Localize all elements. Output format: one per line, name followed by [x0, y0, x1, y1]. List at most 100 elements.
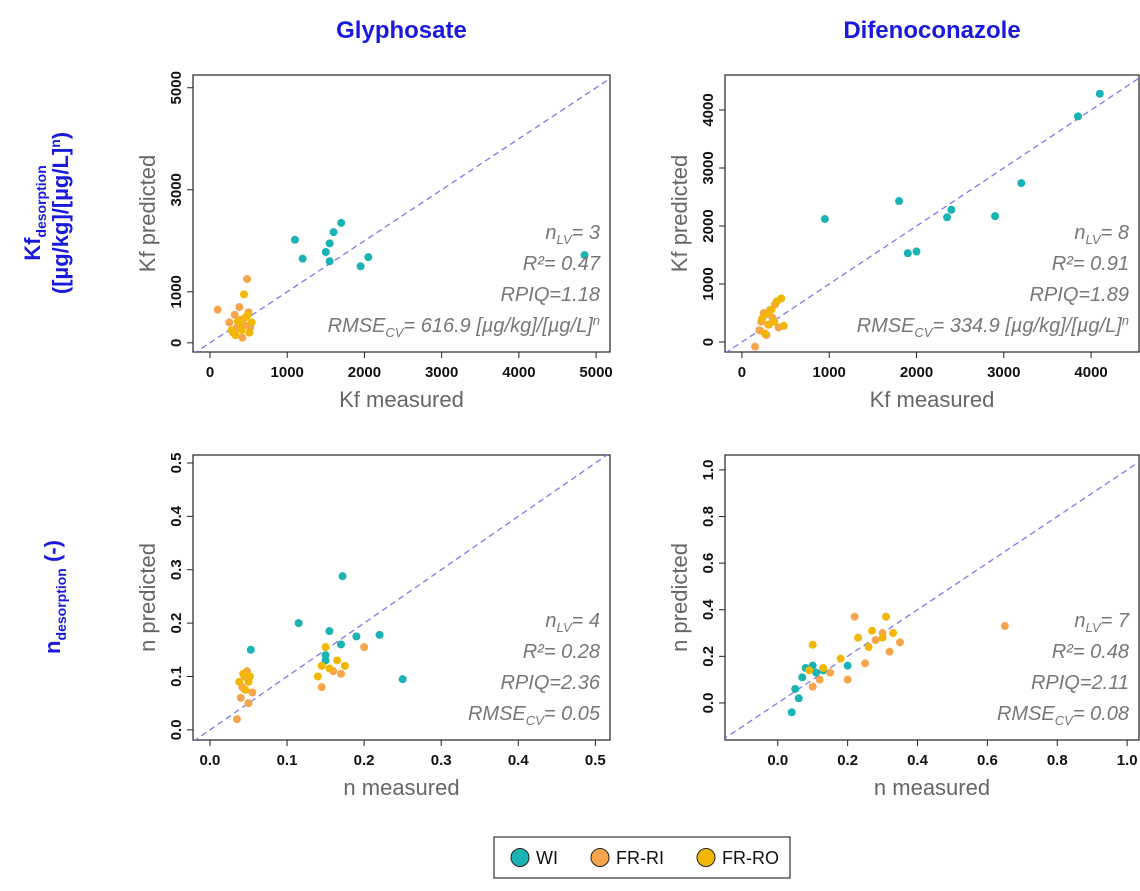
point — [236, 693, 245, 702]
point — [758, 314, 767, 323]
x-tick-label: 0.0 — [767, 752, 788, 769]
y-axis-label: n predicted — [135, 543, 160, 652]
point — [1017, 179, 1026, 188]
stat-sub: LV — [1085, 620, 1102, 635]
point — [340, 661, 349, 670]
stat-text: R²= 0.91 — [1052, 253, 1129, 275]
y-tick-label: 3000 — [168, 173, 185, 206]
point — [895, 197, 904, 206]
stat-rest: = 7 — [1101, 610, 1130, 632]
point — [398, 675, 407, 684]
point — [854, 633, 863, 642]
point — [232, 715, 241, 724]
x-tick-label: 3000 — [425, 364, 458, 381]
legend-marker — [696, 848, 716, 867]
stat-base: RMSE — [857, 315, 915, 337]
stat-rest: = 334.9 [µg/kg]/[µg/L] — [932, 315, 1122, 337]
y-tick-label: 0.5 — [168, 453, 185, 474]
point — [246, 672, 255, 681]
point — [329, 228, 338, 237]
point — [770, 317, 779, 326]
one-to-one-line — [725, 77, 1139, 352]
point — [791, 684, 800, 693]
x-tick-label: 2000 — [348, 364, 381, 381]
x-tick-label: 1000 — [271, 364, 304, 381]
stat-text: RMSECV= 0.08 — [997, 703, 1129, 728]
x-axis-label: Kf measured — [339, 387, 464, 412]
y-tick-label: 0.4 — [168, 505, 185, 527]
point — [805, 666, 814, 675]
row-label-base: n — [40, 640, 65, 653]
point — [235, 303, 244, 312]
stat-rest: = 4 — [572, 610, 600, 632]
point — [325, 239, 334, 248]
stat-base: RPIQ=1.89 — [1029, 284, 1129, 306]
legend-marker — [510, 848, 530, 867]
row-label-sup: n — [47, 139, 63, 148]
stat-sub: LV — [1085, 232, 1102, 247]
point — [241, 685, 250, 694]
y-tick-label: 0.1 — [168, 666, 185, 687]
point — [843, 661, 852, 670]
point — [298, 254, 307, 263]
y-tick-label: 0.0 — [700, 693, 717, 714]
y-axis-label: Kf predicted — [667, 155, 692, 272]
y-tick-label: 0.2 — [168, 613, 185, 634]
point — [356, 262, 365, 271]
x-axis-label: Kf measured — [870, 387, 995, 412]
point — [1000, 622, 1009, 631]
point — [360, 643, 369, 652]
legend-box — [493, 836, 791, 879]
y-tick-label: 1.0 — [700, 459, 717, 480]
point — [912, 247, 921, 256]
y-tick-label: 0 — [168, 339, 185, 347]
point — [336, 669, 345, 678]
point — [213, 305, 222, 314]
point — [246, 645, 255, 654]
point — [815, 675, 824, 684]
point — [808, 640, 817, 649]
panel: Difenoconazole 0 1000 2000 3000 4000 0 1000 2000… — [667, 17, 1140, 412]
plot-frame — [724, 454, 1140, 741]
point — [864, 643, 873, 652]
stat-text: R²= 0.47 — [523, 253, 601, 275]
point — [885, 647, 894, 656]
x-tick-label: 0.6 — [977, 752, 998, 769]
row-label-sub: desorption — [33, 165, 49, 237]
point — [290, 235, 299, 244]
row-label-sub: desorption — [53, 568, 69, 640]
stat-text: nLV= 8 — [1074, 222, 1129, 247]
one-to-one-line — [725, 461, 1139, 739]
stat-rest: = 0.05 — [544, 703, 601, 725]
x-tick-label: 0 — [206, 364, 214, 381]
point — [947, 205, 956, 214]
x-tick-label: 1000 — [813, 364, 846, 381]
stat-base: RMSE — [468, 703, 526, 725]
row-label: ndesorption (-) — [40, 540, 69, 654]
x-tick-label: 0.4 — [907, 752, 929, 769]
y-tick-label: 0 — [700, 338, 717, 346]
x-tick-label: 0.2 — [837, 752, 858, 769]
point — [352, 632, 361, 641]
stat-sub: LV — [556, 232, 573, 247]
y-tick-label: 2000 — [700, 209, 717, 242]
point — [231, 331, 240, 340]
stat-text: nLV= 4 — [545, 610, 600, 635]
point — [248, 688, 257, 697]
stat-base: n — [545, 222, 556, 244]
stat-sub: CV — [385, 325, 404, 340]
point — [826, 668, 835, 677]
point — [239, 669, 248, 678]
point — [321, 643, 330, 652]
stat-base: RMSE — [328, 315, 386, 337]
point — [787, 708, 796, 717]
stat-base: R²= 0.28 — [523, 641, 600, 663]
point — [882, 612, 891, 621]
one-to-one-line — [194, 455, 609, 740]
point — [843, 675, 852, 684]
stat-text: RPIQ=2.11 — [1031, 672, 1129, 694]
point — [317, 683, 326, 692]
point — [294, 619, 303, 628]
point — [991, 212, 1000, 221]
point — [243, 275, 252, 284]
